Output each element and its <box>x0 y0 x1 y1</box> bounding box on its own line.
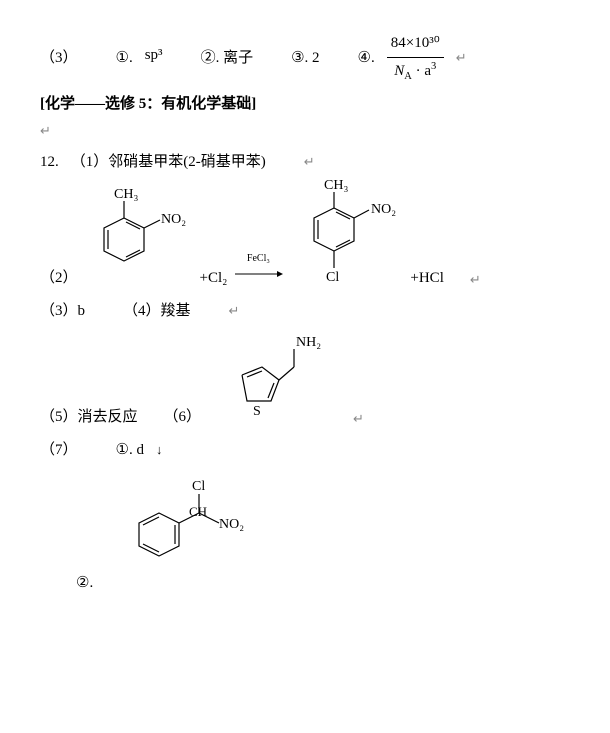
q12-num: 12. <box>40 149 59 176</box>
svg-text:NH₂: NH₂ <box>296 335 321 350</box>
q12-p4: （4）羧基 <box>123 298 191 325</box>
q12-p5: （5）消去反应 <box>40 404 138 431</box>
reactant-structure: CH₃ NO₂ <box>84 183 194 298</box>
q12-p1-label: （1）邻硝基甲苯(2-硝基甲苯) <box>71 149 266 176</box>
q12-p5p6: （5）消去反应 （6） S NH₂ ↵ <box>40 327 570 437</box>
benzyl-cl-no2-structure: Cl CH NO₂ <box>99 468 259 603</box>
q3-b3: ③. 2 <box>291 45 319 72</box>
svg-text:CH₃: CH₃ <box>324 178 348 193</box>
q12-p1: 12. （1）邻硝基甲苯(2-硝基甲苯) ↵ <box>40 149 570 176</box>
thiophene-structure: S NH₂ <box>207 327 327 437</box>
svg-text:S: S <box>253 404 261 419</box>
q12-p6: （6） <box>164 404 202 431</box>
frac-num: 84×10³⁰ <box>387 30 444 58</box>
q12-p2-label: （2） <box>40 265 78 292</box>
q12-p7-b1: ①. d <box>116 437 144 464</box>
section-header: [化学——选修 5：有机化学基础] <box>40 91 570 118</box>
q3-line: （3） ①. sp³ ②. 离子 ③. 2 ④. 84×10³⁰ NA · a3… <box>40 30 570 87</box>
q3-b1: ①. <box>116 45 133 72</box>
svg-text:CH₃: CH₃ <box>114 187 138 202</box>
q3-b4: ④. <box>358 45 375 72</box>
svg-text:Cl: Cl <box>326 270 339 285</box>
q12-p7-b2-line: ②. Cl CH NO₂ <box>40 468 570 603</box>
q12-p3p4: （3）b （4）羧基 ↵ <box>40 298 570 325</box>
q12-p2-reaction: （2） CH₃ NO₂ +Cl₂ FeCl₃ <box>40 178 570 298</box>
plus-hcl: +HCl <box>410 265 443 292</box>
q3-label: （3） <box>40 45 78 72</box>
q3-b2: ②. 离子 <box>201 45 254 72</box>
svg-text:CH: CH <box>189 504 207 519</box>
plus-cl2: +Cl₂ <box>200 265 228 292</box>
q12-p7-line: （7） ①. d ↓ <box>40 437 570 464</box>
svg-text:NO₂: NO₂ <box>219 517 244 532</box>
reaction-arrow: FeCl₃ <box>233 250 283 288</box>
svg-text:NO₂: NO₂ <box>371 202 396 217</box>
product-structure: CH₃ NO₂ Cl <box>289 178 404 298</box>
q12-p3: （3）b <box>40 298 85 325</box>
svg-text:Cl: Cl <box>192 479 205 494</box>
q12-p7-b2: ②. <box>76 570 93 597</box>
q3-sp3: sp³ <box>145 42 163 69</box>
q12-p7: （7） <box>40 437 78 464</box>
svg-text:NO₂: NO₂ <box>161 212 186 227</box>
frac-den: NA · a3 <box>387 58 444 87</box>
q3-fraction: 84×10³⁰ NA · a3 <box>387 30 444 87</box>
